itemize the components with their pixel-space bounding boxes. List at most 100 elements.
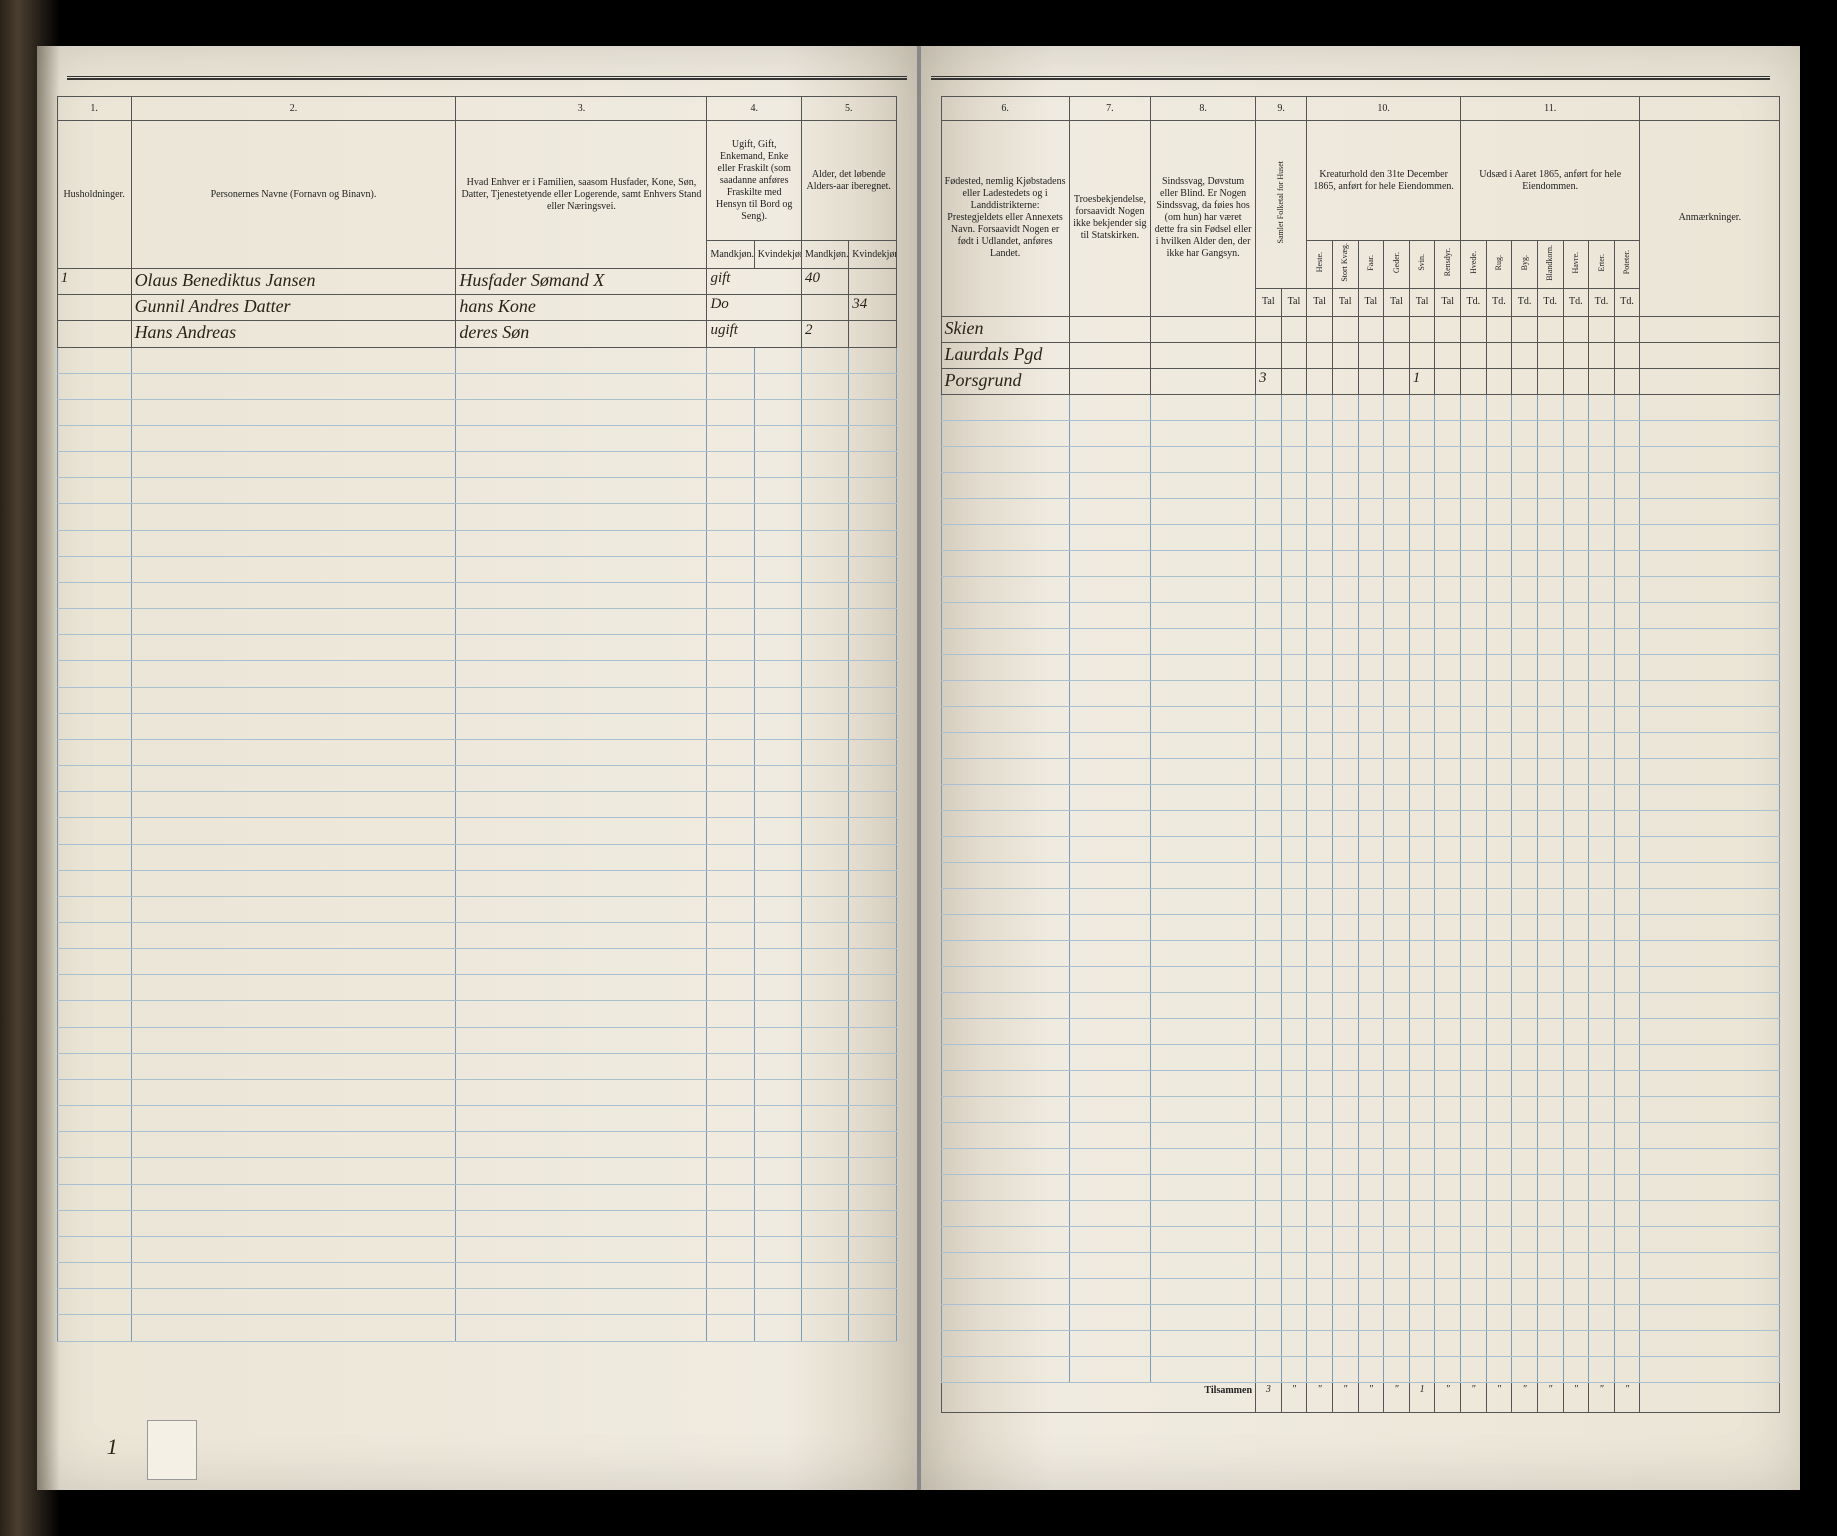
- table-row: [57, 739, 896, 765]
- unit-11-3: Td.: [1537, 288, 1563, 316]
- table-row: [57, 1158, 896, 1184]
- page-number: 1: [107, 1434, 118, 1460]
- page-tab: [147, 1420, 197, 1480]
- col-num-5: 5.: [801, 97, 896, 121]
- table-row: [57, 922, 896, 948]
- table-row: [57, 1027, 896, 1053]
- cell: [1307, 316, 1333, 342]
- table-row: [57, 949, 896, 975]
- right-page: 6. 7. 8. 9. 10. 11. Fødested, nemlig Kjø…: [919, 46, 1801, 1490]
- left-table-body: 1 Olaus Benediktus Jansen Husfader Søman…: [57, 269, 896, 1342]
- table-row: [941, 784, 1780, 810]
- table-row: [941, 628, 1780, 654]
- table-row: [941, 706, 1780, 732]
- table-row: [57, 1289, 896, 1315]
- table-row: [57, 426, 896, 452]
- cell: [1358, 316, 1384, 342]
- table-row: [941, 472, 1780, 498]
- col-label-6: Fødested, nemlig Kjøbstadens eller Lades…: [941, 121, 1069, 317]
- cell: [1537, 368, 1563, 394]
- col-label-11: Udsæd i Aaret 1865, anført for hele Eien…: [1461, 121, 1640, 241]
- footer-total: ": [1435, 1382, 1461, 1412]
- cell: [1384, 342, 1410, 368]
- table-row: [941, 498, 1780, 524]
- cell: [1384, 316, 1410, 342]
- unit-11-2: Td.: [1512, 288, 1538, 316]
- cell: [1409, 316, 1435, 342]
- col-label-7: Troesbekjendelse, forsaavidt Nogen ikke …: [1069, 121, 1151, 317]
- cell-name: Hans Andreas: [131, 321, 456, 347]
- table-row: [57, 373, 896, 399]
- table-row: [57, 818, 896, 844]
- table-row: [57, 896, 896, 922]
- col-num-1: 1.: [57, 97, 131, 121]
- table-row: [57, 1184, 896, 1210]
- table-row: [941, 1096, 1780, 1122]
- top-rule: [931, 76, 1771, 80]
- cell: [1256, 342, 1282, 368]
- table-row: [57, 504, 896, 530]
- cell-age-m: 40: [801, 269, 848, 295]
- table-row: [57, 1315, 896, 1341]
- cell-age-f: [849, 269, 896, 295]
- cell: [1512, 316, 1538, 342]
- table-row: [941, 810, 1780, 836]
- cell: [1151, 368, 1256, 394]
- footer-total: ": [1512, 1382, 1538, 1412]
- cell: [1384, 368, 1410, 394]
- cell-age-m: [801, 295, 848, 321]
- footer-total: ": [1537, 1382, 1563, 1412]
- sub-10-0: Heste.: [1307, 241, 1333, 289]
- sub-11-5: Erter.: [1589, 241, 1615, 289]
- table-row: [57, 766, 896, 792]
- table-row: [941, 420, 1780, 446]
- table-row: [941, 1122, 1780, 1148]
- col-label-1: Husholdninger.: [57, 121, 131, 269]
- cell: [1151, 316, 1256, 342]
- cell: [1435, 316, 1461, 342]
- sub-11-6: Poteter.: [1614, 241, 1640, 289]
- footer-total: ": [1307, 1382, 1333, 1412]
- table-row: [941, 602, 1780, 628]
- sub-10-5: Rensdyr.: [1435, 241, 1461, 289]
- col-label-5: Alder, det løbende Alders-aar iberegnet.: [801, 121, 896, 241]
- cell-status: ugift: [707, 321, 802, 347]
- sub-11-1: Rug.: [1486, 241, 1512, 289]
- right-table-body: Skien Laurdals Pgd: [941, 316, 1780, 1382]
- table-row: [57, 1210, 896, 1236]
- cell-household: [57, 295, 131, 321]
- table-row: [57, 1132, 896, 1158]
- cell: [1563, 368, 1589, 394]
- cell-birthplace: Skien: [941, 316, 1069, 342]
- table-row: [941, 836, 1780, 862]
- table-row: [57, 556, 896, 582]
- col-num-11: 11.: [1461, 97, 1640, 121]
- footer-total: ": [1486, 1382, 1512, 1412]
- table-row: [941, 992, 1780, 1018]
- cell: [1281, 342, 1307, 368]
- sub-4b: Kvindekjøn.: [754, 241, 801, 269]
- unit-11-5: Td.: [1589, 288, 1615, 316]
- table-row: [941, 1200, 1780, 1226]
- footer-total: 1: [1409, 1382, 1435, 1412]
- table-row: [941, 966, 1780, 992]
- col-label-9: Samlet Folketal for Huset: [1256, 121, 1307, 289]
- cell: [1069, 342, 1151, 368]
- cell: [1435, 368, 1461, 394]
- cell: [1461, 342, 1487, 368]
- cell-age-f: 34: [849, 295, 896, 321]
- table-row: [57, 661, 896, 687]
- unit-9-1: Tal: [1281, 288, 1307, 316]
- table-row: [941, 654, 1780, 680]
- cell: [1151, 342, 1256, 368]
- table-row: [941, 862, 1780, 888]
- cell-status: gift: [707, 269, 802, 295]
- sub-4a: Mandkjøn.: [707, 241, 754, 269]
- sub-10-4: Svin.: [1409, 241, 1435, 289]
- unit-10-5: Tal: [1435, 288, 1461, 316]
- cell: [1563, 342, 1589, 368]
- cell: [1512, 342, 1538, 368]
- cell: [1281, 368, 1307, 394]
- table-row: [57, 792, 896, 818]
- table-row: [941, 446, 1780, 472]
